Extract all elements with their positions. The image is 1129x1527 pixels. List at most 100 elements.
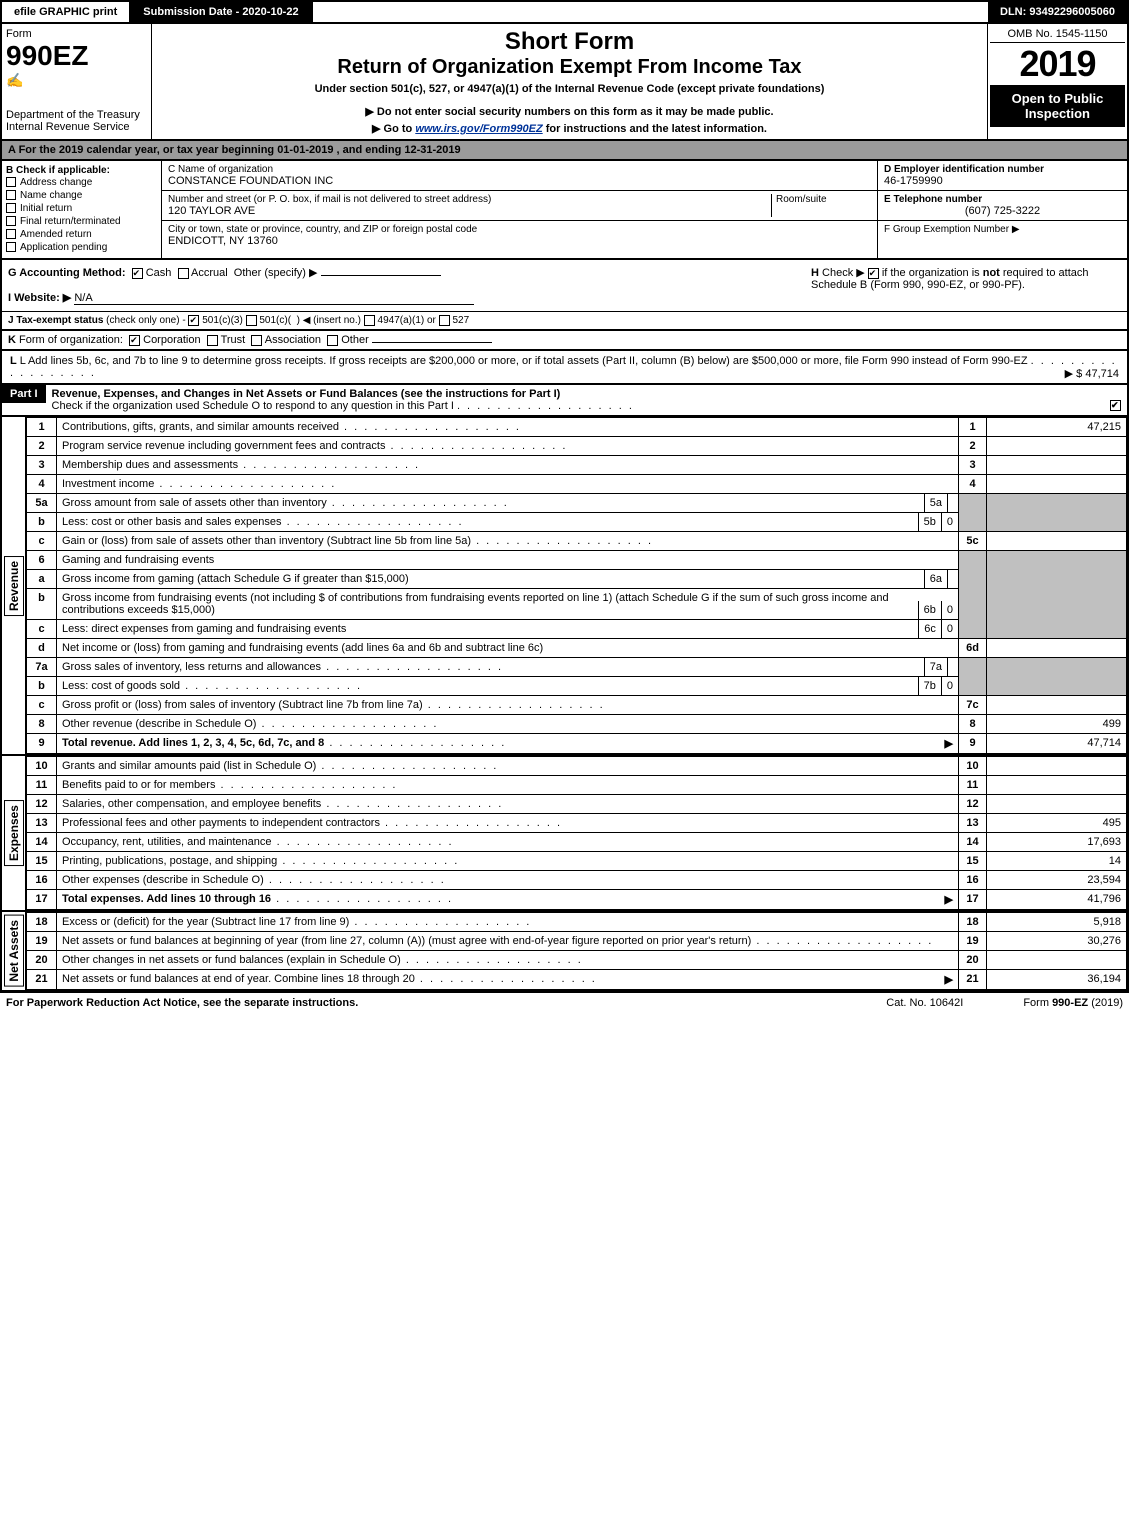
line-5c-amt <box>987 532 1127 551</box>
line-7b-sub: 7b <box>918 677 941 695</box>
form-label: Form <box>6 28 147 40</box>
subtitle: Under section 501(c), 527, or 4947(a)(1)… <box>160 83 979 95</box>
expenses-table: 10Grants and similar amounts paid (list … <box>26 756 1127 910</box>
i-label: I Website: ▶ <box>8 292 71 304</box>
line-4-amt <box>987 475 1127 494</box>
chk-other-org[interactable] <box>327 335 338 346</box>
chk-501c[interactable] <box>246 315 257 326</box>
form-number: 990EZ <box>6 40 147 72</box>
line-5a-sub: 5a <box>924 494 947 512</box>
line-3-desc: Membership dues and assessments <box>62 459 238 471</box>
chk-4947[interactable] <box>364 315 375 326</box>
line-5a-desc: Gross amount from sale of assets other t… <box>62 497 327 509</box>
line-7c-amt <box>987 696 1127 715</box>
part-1-title: Revenue, Expenses, and Changes in Net As… <box>52 388 561 400</box>
chk-501c3[interactable] <box>188 315 199 326</box>
chk-cash[interactable] <box>132 268 143 279</box>
lbl-cash: Cash <box>146 267 172 279</box>
line-18-desc: Excess or (deficit) for the year (Subtra… <box>62 916 349 928</box>
line-16-amt: 23,594 <box>987 871 1127 890</box>
part-1-label: Part I <box>2 385 46 403</box>
line-g: G Accounting Method: Cash Accrual Other … <box>8 266 801 279</box>
line-10-desc: Grants and similar amounts paid (list in… <box>62 760 316 772</box>
irs-link[interactable]: www.irs.gov/Form990EZ <box>415 123 542 135</box>
chk-schedule-o[interactable] <box>1110 400 1121 411</box>
line-1-desc: Contributions, gifts, grants, and simila… <box>62 421 339 433</box>
ein-value: 46-1759990 <box>884 175 1121 187</box>
line-7b-desc: Less: cost of goods sold <box>62 680 180 692</box>
line-20-desc: Other changes in net assets or fund bala… <box>62 954 401 966</box>
warning-1: ▶ Do not enter social security numbers o… <box>160 105 979 118</box>
net-assets-side-label: Net Assets <box>4 915 24 987</box>
info-grid: B Check if applicable: Address change Na… <box>0 161 1129 260</box>
line-9-desc: Total revenue. Add lines 1, 2, 3, 4, 5c,… <box>62 737 324 749</box>
line-7a-desc: Gross sales of inventory, less returns a… <box>62 661 321 673</box>
chk-address-change[interactable] <box>6 177 16 187</box>
line-6b-desc: Gross income from fundraising events (no… <box>62 592 889 616</box>
line-19-amt: 30,276 <box>987 932 1127 951</box>
lbl-other-method: Other (specify) ▶ <box>234 267 318 279</box>
footer-cat-no: Cat. No. 10642I <box>886 997 963 1009</box>
net-assets-section: Net Assets 18Excess or (deficit) for the… <box>0 912 1129 992</box>
efile-print-button[interactable]: efile GRAPHIC print <box>2 2 131 22</box>
line-6b-subval: 0 <box>941 601 958 619</box>
page-footer: For Paperwork Reduction Act Notice, see … <box>0 992 1129 1013</box>
tax-year: 2019 <box>990 43 1125 85</box>
top-bar: efile GRAPHIC print Submission Date - 20… <box>0 0 1129 24</box>
g-label: G Accounting Method: <box>8 267 126 279</box>
footer-form-ref: Form 990-EZ (2019) <box>1023 997 1123 1009</box>
l-text: L Add lines 5b, 6c, and 7b to line 9 to … <box>20 355 1028 367</box>
other-org-input[interactable] <box>372 342 492 343</box>
dept-treasury: Department of the Treasury <box>6 109 147 121</box>
return-title: Return of Organization Exempt From Incom… <box>160 56 979 79</box>
chk-527[interactable] <box>439 315 450 326</box>
city-label: City or town, state or province, country… <box>168 224 871 235</box>
line-i: I Website: ▶ N/A <box>8 291 801 305</box>
section-f-label: F Group Exemption Number ▶ <box>884 224 1121 235</box>
line-6c-sub: 6c <box>918 620 941 638</box>
chk-name-change[interactable] <box>6 190 16 200</box>
line-6a-subval <box>947 570 958 588</box>
line-7c-desc: Gross profit or (loss) from sales of inv… <box>62 699 423 711</box>
line-6d-desc: Net income or (loss) from gaming and fun… <box>62 642 543 654</box>
lbl-name-change: Name change <box>20 190 82 201</box>
omb-number: OMB No. 1545-1150 <box>990 26 1125 43</box>
line-6c-desc: Less: direct expenses from gaming and fu… <box>62 623 346 635</box>
org-city: ENDICOTT, NY 13760 <box>168 235 871 247</box>
section-c-label: C Name of organization <box>168 164 871 175</box>
revenue-section: Revenue 1Contributions, gifts, grants, a… <box>0 417 1129 756</box>
line-1-amt: 47,215 <box>987 418 1127 437</box>
line-6a-desc: Gross income from gaming (attach Schedul… <box>62 573 409 585</box>
line-h: H Check ▶ if the organization is not req… <box>801 266 1121 305</box>
addr-label: Number and street (or P. O. box, if mail… <box>168 194 771 205</box>
chk-initial-return[interactable] <box>6 203 16 213</box>
expenses-side-label: Expenses <box>4 800 24 866</box>
line-8-amt: 499 <box>987 715 1127 734</box>
chk-association[interactable] <box>251 335 262 346</box>
line-5b-desc: Less: cost or other basis and sales expe… <box>62 516 282 528</box>
submission-date-button[interactable]: Submission Date - 2020-10-22 <box>131 2 312 22</box>
chk-amended-return[interactable] <box>6 229 16 239</box>
room-label: Room/suite <box>776 194 871 205</box>
line-12-desc: Salaries, other compensation, and employ… <box>62 798 321 810</box>
line-6d-amt <box>987 639 1127 658</box>
other-method-input[interactable] <box>321 275 441 276</box>
line-5a-subval <box>947 494 958 512</box>
chk-accrual[interactable] <box>178 268 189 279</box>
line-10-amt <box>987 757 1127 776</box>
line-7b-subval: 0 <box>941 677 958 695</box>
chk-final-return[interactable] <box>6 216 16 226</box>
chk-corporation[interactable] <box>129 335 140 346</box>
chk-application-pending[interactable] <box>6 242 16 252</box>
chk-schedule-b[interactable] <box>868 268 879 279</box>
part-1-header: Part I Revenue, Expenses, and Changes in… <box>0 385 1129 417</box>
phone-value: (607) 725-3222 <box>884 205 1121 217</box>
line-18-amt: 5,918 <box>987 913 1127 932</box>
line-6-desc: Gaming and fundraising events <box>57 551 959 570</box>
lbl-application-pending: Application pending <box>20 242 107 253</box>
footer-left: For Paperwork Reduction Act Notice, see … <box>6 997 886 1009</box>
part-1-check-text: Check if the organization used Schedule … <box>52 400 454 412</box>
line-11-desc: Benefits paid to or for members <box>62 779 215 791</box>
chk-trust[interactable] <box>207 335 218 346</box>
section-e-label: E Telephone number <box>884 194 1121 205</box>
